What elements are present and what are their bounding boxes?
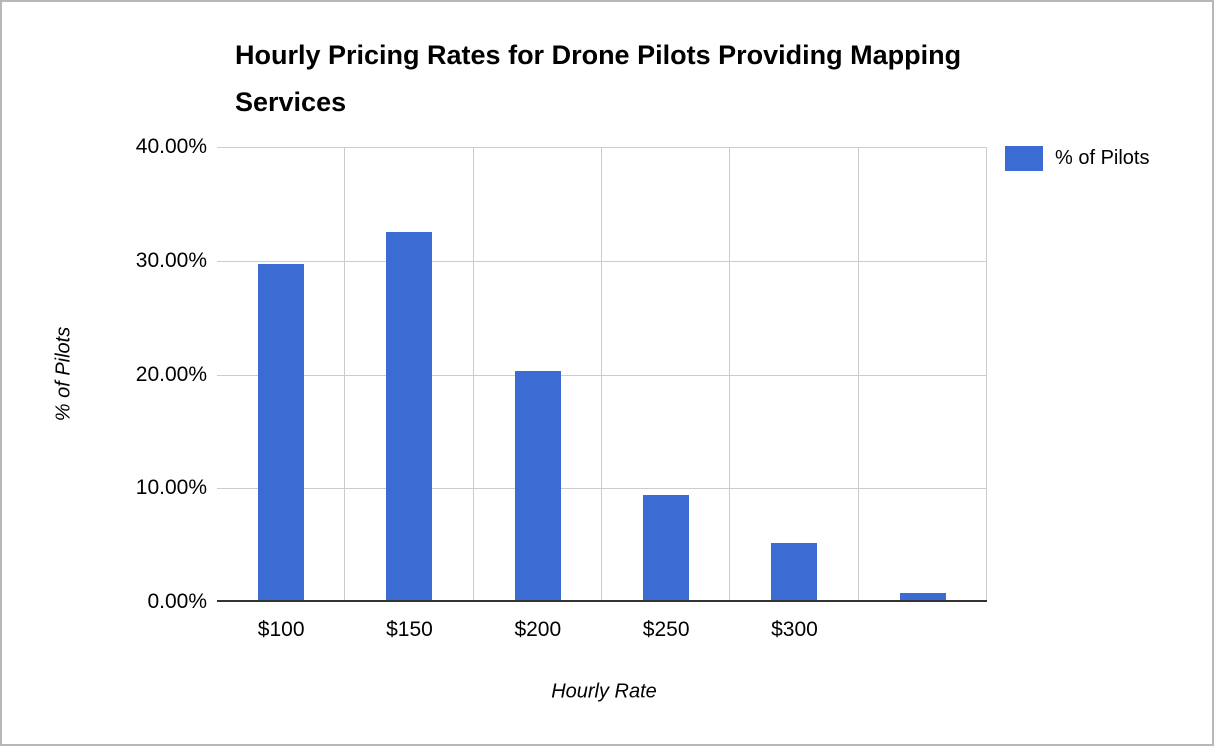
bar — [771, 542, 818, 602]
gridline-horizontal — [217, 147, 987, 148]
y-tick-label: 0.00% — [147, 590, 207, 613]
y-tick-label: 30.00% — [135, 248, 207, 272]
y-tick-label: 20.00% — [135, 362, 207, 386]
bar — [899, 592, 946, 602]
y-tick-label: 10.00% — [135, 476, 207, 500]
gridline-horizontal — [217, 374, 987, 376]
gridline-vertical — [344, 147, 346, 602]
legend: % of Pilots — [1005, 146, 1149, 171]
x-tick-label: $250 — [642, 618, 690, 641]
x-axis-tick-labels: $100 $150 $200 $250 $300 — [217, 616, 987, 644]
bar-slot — [217, 147, 345, 602]
bar — [643, 495, 690, 602]
gridline-vertical — [601, 147, 602, 602]
y-axis-title: % of Pilots — [52, 326, 75, 422]
y-axis-tick-labels: 40.00% 30.00% 20.00% 10.00% 0.00% — [92, 135, 207, 613]
plot-area — [217, 147, 987, 602]
gridline-horizontal — [217, 260, 987, 262]
gridline-vertical — [986, 147, 987, 602]
chart-title: Hourly Pricing Rates for Drone Pilots Pr… — [235, 40, 962, 117]
bar-slot — [859, 147, 987, 602]
legend-label: % of Pilots — [1055, 147, 1150, 169]
x-tick-label: $200 — [514, 618, 562, 641]
bar-series — [217, 147, 987, 602]
x-tick-label: $150 — [386, 618, 433, 641]
gridline-vertical — [857, 147, 859, 602]
bar-slot — [602, 147, 730, 602]
bar — [258, 264, 305, 602]
x-tick-label — [859, 616, 987, 644]
x-axis-title: Hourly Rate — [551, 680, 657, 703]
legend-swatch-icon — [1005, 146, 1043, 171]
bar-slot — [730, 147, 858, 602]
bar — [386, 232, 433, 602]
x-tick-label: $100 — [257, 618, 305, 641]
gridline-vertical — [729, 147, 731, 602]
bar — [514, 371, 561, 602]
bar-slot — [474, 147, 602, 602]
bar-slot — [345, 147, 473, 602]
y-tick-label: 40.00% — [135, 135, 207, 158]
gridline-vertical — [472, 147, 474, 602]
x-axis-line — [217, 600, 987, 602]
x-tick-label: $300 — [771, 618, 818, 641]
gridline-horizontal — [217, 488, 987, 490]
